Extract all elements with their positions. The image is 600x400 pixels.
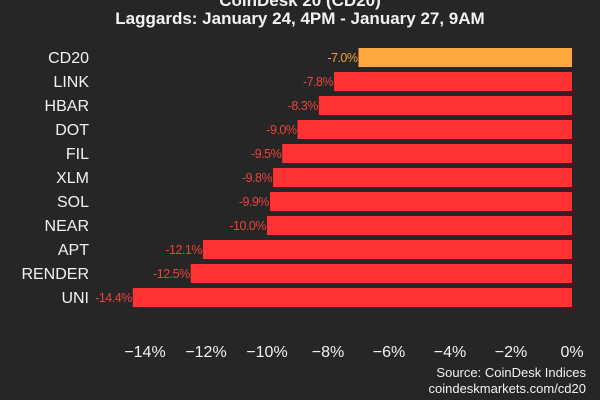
x-tick-label: −12%	[185, 344, 226, 361]
value-label: -12.1%	[165, 243, 202, 257]
bar-render	[190, 264, 572, 283]
source-url: coindeskmarkets.com/cd20	[428, 381, 586, 396]
bar-link	[334, 72, 572, 91]
x-tick-label: 0%	[560, 344, 583, 361]
category-label: FIL	[66, 146, 89, 163]
source-label: Source: CoinDesk Indices	[436, 365, 586, 380]
x-tick-label: −4%	[434, 344, 466, 361]
category-label: SOL	[57, 194, 89, 211]
category-label: CD20	[48, 50, 89, 67]
value-label: -10.0%	[229, 219, 266, 233]
category-label: NEAR	[45, 218, 89, 235]
value-label: -14.4%	[95, 291, 132, 305]
bar-cd20	[358, 48, 572, 67]
x-tick-label: −8%	[312, 344, 344, 361]
bar-apt	[202, 240, 572, 259]
bar-hbar	[318, 96, 572, 115]
bar-dot	[297, 120, 572, 139]
x-tick-label: −14%	[124, 344, 165, 361]
value-label: -9.0%	[266, 123, 297, 137]
x-tick-label: −10%	[246, 344, 287, 361]
category-label: HBAR	[45, 98, 89, 115]
category-label: XLM	[56, 170, 89, 187]
value-label: -9.5%	[251, 147, 282, 161]
category-label: UNI	[61, 290, 89, 307]
value-label: -7.0%	[327, 51, 358, 65]
value-label: -9.8%	[242, 171, 273, 185]
bar-fil	[282, 144, 572, 163]
bar-sol	[270, 192, 572, 211]
chart-title: CoinDesk 20 (CD20)	[219, 0, 381, 10]
category-label: APT	[58, 242, 89, 259]
x-tick-label: −6%	[373, 344, 405, 361]
category-label: RENDER	[21, 266, 89, 283]
value-label: -8.3%	[288, 99, 319, 113]
x-tick-label: −2%	[495, 344, 527, 361]
value-label: -7.8%	[303, 75, 334, 89]
category-label: DOT	[55, 122, 89, 139]
bar-uni	[132, 288, 573, 307]
category-label: LINK	[53, 74, 89, 91]
bar-xlm	[273, 168, 572, 187]
chart-subtitle: Laggards: January 24, 4PM - January 27, …	[115, 9, 485, 28]
bar-near	[267, 216, 572, 235]
value-label: -9.9%	[239, 195, 270, 209]
value-label: -12.5%	[153, 267, 190, 281]
